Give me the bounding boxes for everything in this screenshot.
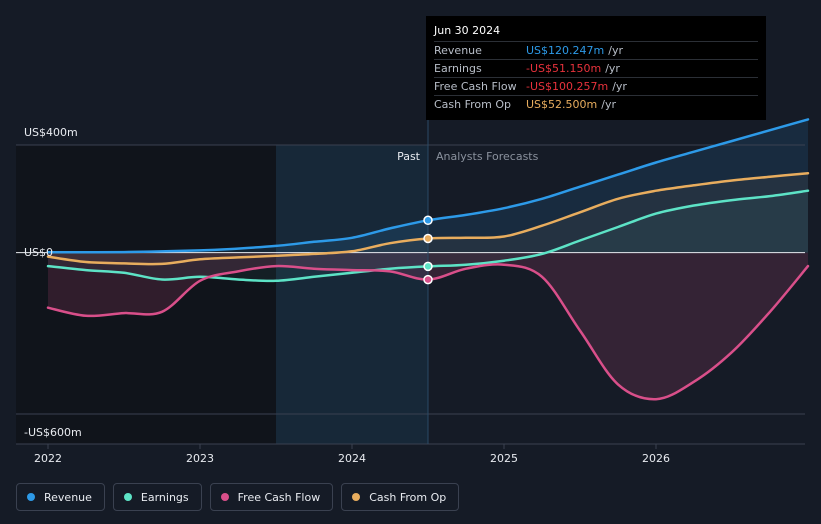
marker-fcf [423, 274, 433, 285]
past-label: Past [397, 150, 421, 163]
legend-label: Revenue [44, 490, 92, 504]
tooltip-unit: /yr [605, 62, 620, 75]
legend-item-revenue[interactable]: Revenue [16, 483, 105, 511]
x-tick-label: 2025 [490, 452, 518, 465]
tooltip-unit: /yr [608, 44, 623, 57]
tooltip-row-earnings: Earnings -US$51.150m /yr [434, 59, 758, 77]
highlight-region-bg [276, 145, 428, 444]
legend-dot-icon [123, 493, 132, 501]
legend-item-earnings[interactable]: Earnings [112, 483, 202, 511]
tooltip-row-cash-from-op: Cash From Op US$52.500m /yr [434, 95, 758, 113]
tooltip-row-revenue: Revenue US$120.247m /yr [434, 41, 758, 59]
tooltip-name: Cash From Op [434, 98, 512, 111]
marker-revenue [423, 215, 433, 226]
y-axis-top-label: US$400m [24, 126, 78, 139]
legend-label: Cash From Op [369, 490, 447, 504]
analysts-forecasts-label: Analysts Forecasts [436, 150, 539, 163]
tooltip-unit: /yr [612, 80, 627, 93]
tooltip-value: -US$51.150m [526, 62, 602, 75]
area-fcf [48, 252, 808, 400]
tooltip-name: Earnings [434, 62, 482, 75]
legend-dot-icon [220, 493, 229, 501]
tooltip-row-free-cash-flow: Free Cash Flow -US$100.257m /yr [434, 77, 758, 95]
x-tick-label: 2026 [642, 452, 670, 465]
tooltip-name: Revenue [434, 44, 482, 57]
tooltip-value: -US$100.257m [526, 80, 609, 93]
x-tick-label: 2024 [338, 452, 366, 465]
legend-item-cash-from-op[interactable]: Cash From Op [341, 483, 460, 511]
area-cfo [48, 173, 808, 265]
tooltip-value: US$120.247m [526, 44, 605, 57]
legend-label: Free Cash Flow [237, 490, 321, 504]
area-revenue [48, 119, 808, 253]
past-region-bg [16, 145, 276, 444]
tooltip: Jun 30 2024 Revenue US$120.247m /yr Earn… [426, 16, 766, 120]
legend-dot-icon [352, 493, 361, 501]
x-tick-label: 2022 [34, 452, 62, 465]
y-axis-bottom-label: -US$600m [24, 426, 82, 439]
legend: Revenue Earnings Free Cash Flow Cash Fro… [16, 483, 460, 511]
legend-item-free-cash-flow[interactable]: Free Cash Flow [209, 483, 334, 511]
marker-earnings [423, 261, 433, 272]
y-axis-zero-label: US$0 [24, 246, 53, 259]
tooltip-value: US$52.500m [526, 98, 598, 111]
tooltip-date: Jun 30 2024 [434, 24, 501, 37]
tooltip-name: Free Cash Flow [434, 80, 517, 93]
legend-label: Earnings [140, 490, 189, 504]
x-tick-label: 2023 [186, 452, 214, 465]
series-line-revenue [46, 118, 810, 254]
tooltip-unit: /yr [601, 98, 616, 111]
marker-cfo [423, 233, 433, 244]
legend-dot-icon [27, 493, 35, 501]
